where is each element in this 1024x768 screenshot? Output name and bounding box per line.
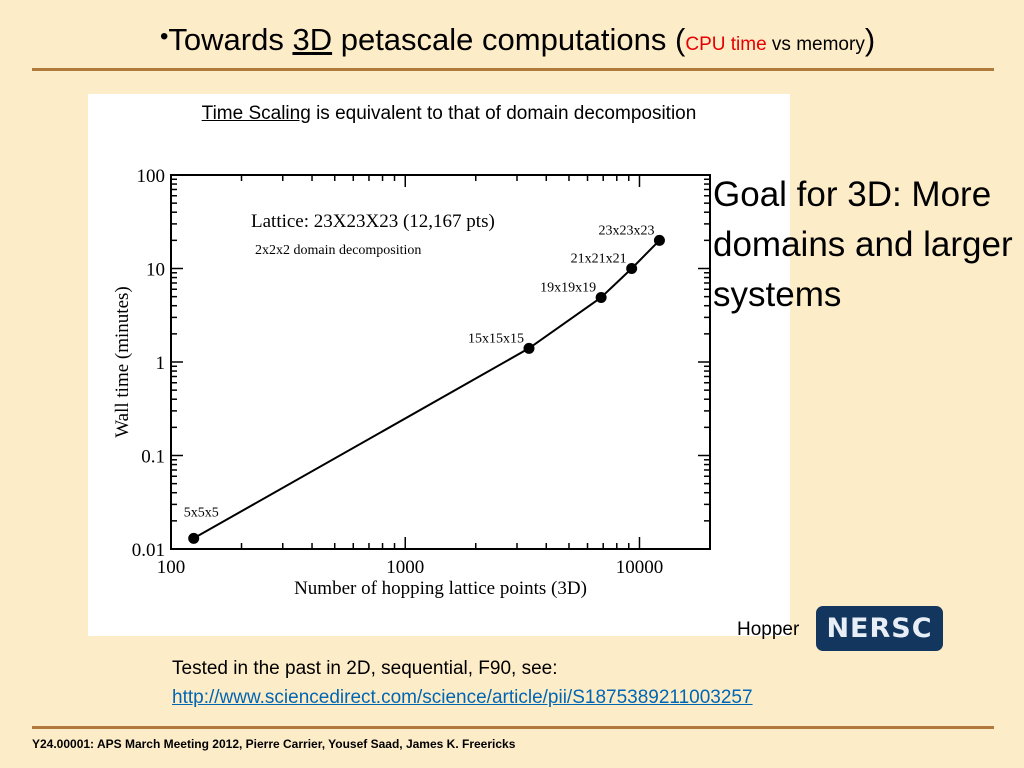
y-axis-label: Wall time (minutes) xyxy=(112,286,133,438)
y-tick-label: 0.1 xyxy=(141,447,165,468)
title-text-1: Towards xyxy=(168,22,293,57)
x-tick-label: 100 xyxy=(157,557,186,578)
bullet-icon: • xyxy=(160,23,169,50)
nersc-logo-text: NERSC xyxy=(826,613,933,644)
hopper-label: Hopper xyxy=(737,619,800,640)
footer-citation: Y24.00001: APS March Meeting 2012, Pierr… xyxy=(32,737,516,751)
title-vs-memory: vs memory xyxy=(766,34,865,55)
title-text-2: petascale computations ( xyxy=(332,22,686,57)
title-3d: 3D xyxy=(292,22,333,57)
tested-text: Tested in the past in 2D, sequential, F9… xyxy=(172,658,558,679)
goal-text: Goal for 3D: More domains and larger sys… xyxy=(713,175,1013,314)
annotation-decomposition: 2x2x2 domain decomposition xyxy=(255,243,421,258)
data-point xyxy=(626,263,638,274)
x-axis-label: Number of hopping lattice points (3D) xyxy=(294,578,587,599)
data-points: 5x5x5 15x15x15 19x19x19 21x21x21 23x23x23 xyxy=(184,223,665,544)
data-point-label: 21x21x21 xyxy=(571,252,627,267)
axis-tick-labels: 100 1000 10000 0.01 0.1 1 10 100 xyxy=(132,166,663,578)
y-tick-label: 10 xyxy=(146,260,165,281)
annotation-lattice: Lattice: 23X23X23 (12,167 pts) xyxy=(251,211,495,232)
top-divider xyxy=(32,68,994,71)
x-tick-label: 1000 xyxy=(386,557,424,578)
chart-panel xyxy=(88,94,790,636)
data-point xyxy=(653,234,665,246)
title-close-paren: ) xyxy=(864,22,876,57)
y-tick-label: 1 xyxy=(156,353,166,374)
slide-title: •Towards 3D petascale computations (CPU … xyxy=(160,22,875,58)
data-point-label: 23x23x23 xyxy=(598,223,654,238)
caption-rest: is equivalent to that of domain decompos… xyxy=(310,103,697,124)
y-tick-label: 0.01 xyxy=(132,540,165,561)
data-point xyxy=(523,342,535,354)
data-point-label: 15x15x15 xyxy=(468,331,524,346)
data-point xyxy=(595,291,607,303)
caption-head: Time Scaling xyxy=(201,103,311,124)
y-tick-label: 100 xyxy=(137,166,166,187)
data-point-label: 5x5x5 xyxy=(184,505,219,520)
tested-note: Tested in the past in 2D, sequential, F9… xyxy=(172,654,753,712)
bottom-divider xyxy=(32,726,994,729)
title-cpu-time: CPU time xyxy=(685,34,767,55)
x-tick-label: 10000 xyxy=(616,557,664,578)
chart-caption: Time Scaling is equivalent to that of do… xyxy=(88,100,810,127)
data-point-label: 19x19x19 xyxy=(540,280,596,295)
nersc-logo: NERSC xyxy=(816,606,943,651)
axis-ticks xyxy=(170,174,711,550)
reference-link[interactable]: http://www.sciencedirect.com/science/art… xyxy=(172,687,753,708)
data-point xyxy=(188,532,200,544)
